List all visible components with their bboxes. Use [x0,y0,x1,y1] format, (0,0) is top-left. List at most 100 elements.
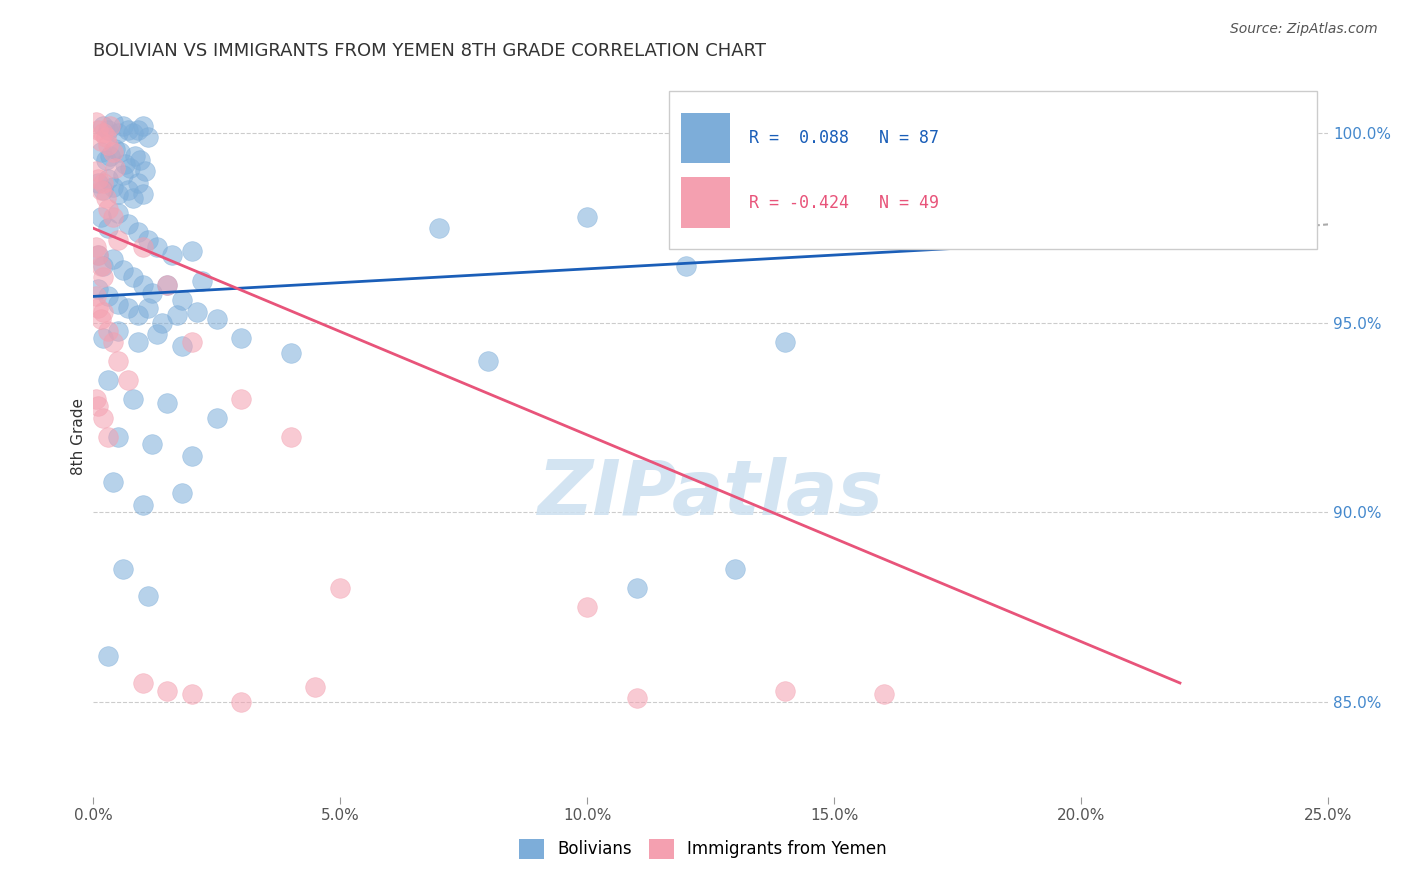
Bar [681,112,731,163]
Point [120,161,142,175]
Point [97,137,120,152]
Point [181,244,204,258]
Point [181,334,204,349]
Point [90,210,112,224]
Point [231,331,253,345]
Point [91,331,114,345]
Point [107,324,129,338]
Point [90,183,112,197]
Point [91,259,114,273]
Point [280,429,302,443]
Point [91,119,114,133]
Point [150,316,173,330]
Point [101,179,124,194]
Point [121,127,143,141]
Point [131,187,153,202]
Point [97,289,120,303]
Point [90,312,112,326]
Point [107,354,129,368]
Point [724,562,747,576]
Point [104,161,127,175]
Point [101,210,124,224]
Point [156,278,179,293]
Point [107,127,129,141]
Point [773,334,796,349]
Point [87,248,110,262]
Point [101,115,124,129]
Point [156,683,179,698]
Point [94,191,117,205]
Point [329,581,352,595]
Point [110,145,132,160]
Point [191,274,214,288]
Point [626,581,648,595]
Point [97,324,120,338]
Point [97,122,120,136]
Point [114,157,136,171]
Point [97,172,120,186]
Point [131,278,153,293]
Point [97,221,120,235]
Point [87,400,110,414]
Point [121,392,143,406]
Point [127,309,149,323]
Point [872,687,894,701]
Point [427,221,450,235]
Point [576,210,599,224]
Point [107,206,129,220]
Point [127,334,149,349]
Point [107,429,129,443]
Point [91,176,114,190]
Point [104,142,127,156]
Bar [681,178,731,227]
Point [131,676,153,690]
Point [129,153,152,167]
Point [160,248,183,262]
Point [84,164,107,178]
Point [84,240,107,254]
Point [84,392,107,406]
Point [156,395,179,409]
Point [111,168,134,182]
Point [91,270,114,285]
Point [91,410,114,425]
Point [84,115,107,129]
Point [91,127,114,141]
Point [87,172,110,186]
Point [117,183,139,197]
Point [87,282,110,296]
Point [186,304,208,318]
Text: Source: ZipAtlas.com: Source: ZipAtlas.com [1230,22,1378,37]
Point [166,309,188,323]
Point [121,270,143,285]
Point [101,145,124,160]
Y-axis label: 8th Grade: 8th Grade [72,398,86,475]
Point [172,486,194,500]
Point [107,233,129,247]
Point [87,301,110,315]
Point [172,339,194,353]
Point [124,149,146,163]
Point [136,589,159,603]
Point [477,354,499,368]
Point [84,289,107,303]
Point [131,119,153,133]
Point [134,164,156,178]
Point [127,225,149,239]
Point [127,176,149,190]
Point [87,248,110,262]
Point [107,297,129,311]
Point [87,176,110,190]
Point [181,449,204,463]
Text: BOLIVIAN VS IMMIGRANTS FROM YEMEN 8TH GRADE CORRELATION CHART: BOLIVIAN VS IMMIGRANTS FROM YEMEN 8TH GR… [93,42,766,60]
Point [136,233,159,247]
Point [97,429,120,443]
Point [181,687,204,701]
Point [91,304,114,318]
Point [117,122,139,136]
Point [90,259,112,273]
Point [97,373,120,387]
Point [117,301,139,315]
Point [111,119,134,133]
Point [94,130,117,145]
